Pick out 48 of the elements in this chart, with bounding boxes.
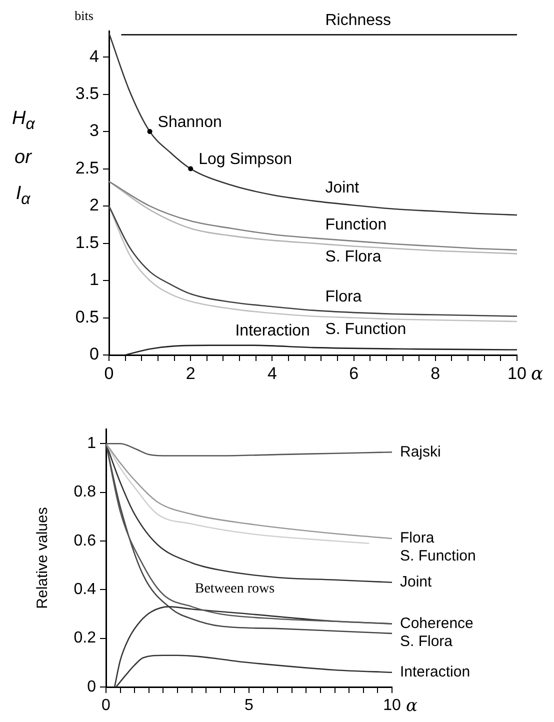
x-tick-label: 0 [104, 364, 114, 383]
y-tick-label: 0.8 [74, 484, 96, 501]
y-tick-label: 4 [90, 46, 99, 66]
y-tick-label: 2 [90, 196, 99, 215]
x-tick-label: 2 [186, 364, 196, 383]
line-series [109, 32, 517, 216]
series-label: Richness [325, 12, 392, 30]
series-label: Flora [400, 530, 435, 547]
x-axis-title: α [406, 696, 418, 716]
y-tick-label: 0 [87, 678, 96, 696]
series-label: Interaction [235, 322, 310, 340]
annotation: Log Simpson [198, 151, 292, 168]
x-tick-label: 8 [430, 364, 440, 383]
y-axis-title: H$_{α}$ or I$_{α}$ [12, 107, 35, 210]
y-tick-label: 1 [90, 270, 99, 290]
y-tick-label: 0.2 [74, 630, 96, 647]
annotation: Between rows [194, 582, 275, 597]
x-tick-label: 0 [102, 697, 111, 714]
series-label: Interaction [400, 664, 470, 681]
y-tick-label: 0 [90, 344, 99, 364]
y-tick-label: 2.5 [75, 158, 99, 178]
series-label: Rajski [400, 443, 441, 460]
x-axis-title: α [531, 364, 544, 385]
y-tick-label: 0.4 [74, 581, 96, 598]
series-label: Coherence [400, 614, 474, 632]
series-label: S. Function [325, 321, 406, 338]
annotation: Shannon [158, 114, 222, 131]
x-tick-label: 10 [508, 364, 526, 383]
x-tick-label: 4 [267, 364, 277, 383]
series-label: Function [325, 216, 387, 234]
y-tick-label: 0.5 [75, 307, 99, 326]
series-label: S. Flora [400, 632, 454, 650]
x-tick-label: 10 [383, 697, 401, 714]
series-label: Flora [325, 288, 362, 306]
text: S. Function [400, 548, 476, 565]
x-tick-label: 5 [244, 697, 254, 714]
line-series [124, 344, 517, 355]
y-tick-label: 0.6 [74, 532, 96, 550]
y-axis-title: Relative values [34, 507, 52, 609]
text: bits [74, 8, 94, 23]
series-label: S. Flora [325, 248, 382, 266]
series-label: Joint [325, 180, 360, 197]
y-tick-label: 1 [87, 435, 96, 452]
x-tick-label: 6 [349, 364, 359, 383]
y-tick-label: 3.5 [75, 84, 99, 103]
y-tick-label: 1.5 [75, 232, 99, 252]
y-tick-label: 3 [90, 121, 99, 140]
series-label: Joint [400, 573, 433, 590]
